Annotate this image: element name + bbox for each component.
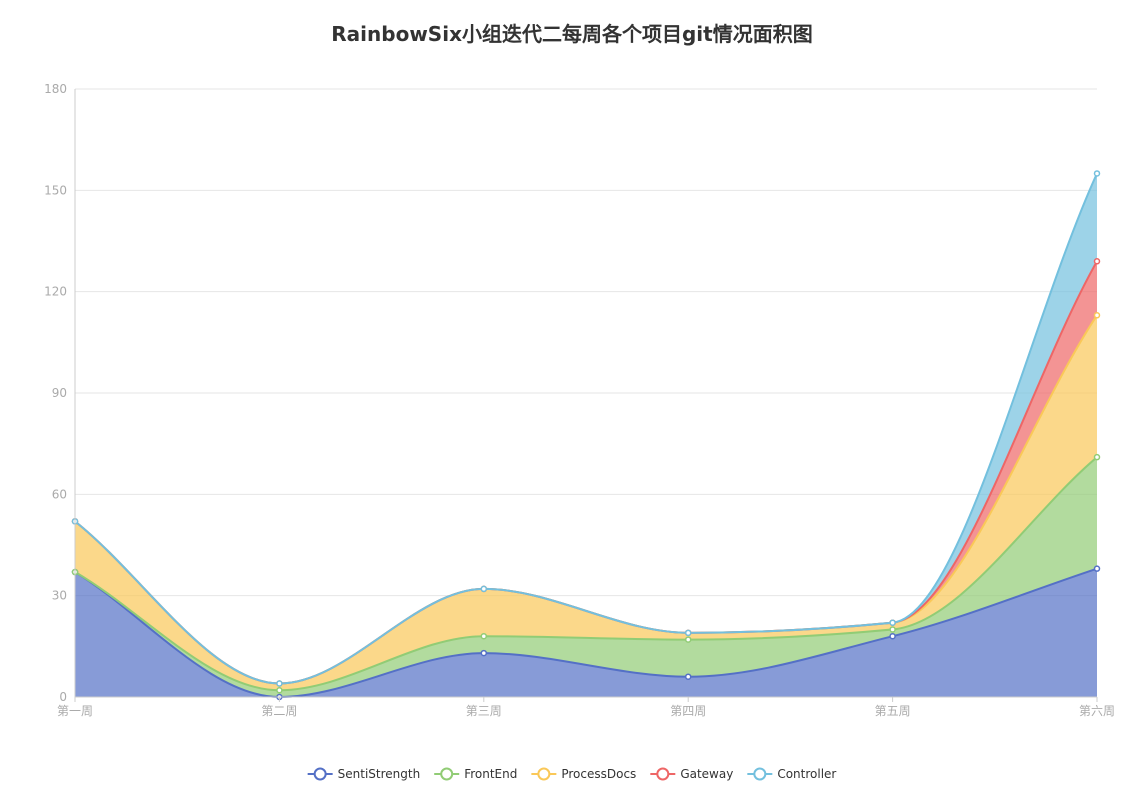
area-ProcessDocs bbox=[75, 315, 1097, 691]
legend-marker-icon bbox=[753, 767, 767, 781]
series-lines bbox=[74, 173, 1098, 699]
y-tick-label: 90 bbox=[52, 386, 67, 400]
x-tick-label: 第五周 bbox=[875, 704, 911, 718]
data-point-Controller[interactable] bbox=[684, 629, 692, 637]
line-SentiStrength bbox=[74, 567, 1098, 699]
legend-label: Gateway bbox=[680, 767, 733, 781]
y-tick-label: 120 bbox=[44, 285, 67, 299]
legend-label: ProcessDocs bbox=[561, 767, 636, 781]
data-point-SentiStrength[interactable] bbox=[1093, 565, 1101, 572]
area-FrontEnd bbox=[75, 457, 1097, 697]
y-tick-label: 0 bbox=[59, 690, 67, 704]
data-point-FrontEnd[interactable] bbox=[889, 626, 896, 633]
data-point-SentiStrength[interactable] bbox=[684, 673, 692, 680]
data-point-FrontEnd[interactable] bbox=[684, 636, 692, 643]
legend[interactable]: SentiStrength FrontEnd ProcessDocs Gateway C… bbox=[307, 767, 837, 781]
y-tick-label: 30 bbox=[52, 589, 67, 603]
data-point-Controller[interactable] bbox=[276, 680, 283, 687]
legend-item-Gateway[interactable]: Gateway bbox=[650, 767, 733, 781]
area-series bbox=[75, 173, 1097, 697]
data-point-Controller[interactable] bbox=[1093, 170, 1101, 177]
x-tick-label: 第三周 bbox=[466, 704, 502, 718]
x-tick-label: 第四周 bbox=[670, 704, 706, 718]
legend-item-ProcessDocs[interactable]: ProcessDocs bbox=[531, 767, 636, 781]
legend-item-Controller[interactable]: Controller bbox=[747, 767, 836, 781]
data-point-SentiStrength[interactable] bbox=[889, 632, 896, 640]
data-point-Controller[interactable] bbox=[480, 585, 488, 593]
x-tick-label: 第六周 bbox=[1079, 704, 1115, 718]
chart-title: RainbowSix小组迭代二每周各个项目git情况面积图 bbox=[331, 22, 813, 46]
y-tick-label: 180 bbox=[44, 82, 67, 96]
x-tick-label: 第一周 bbox=[57, 704, 93, 718]
data-point-FrontEnd[interactable] bbox=[480, 632, 488, 640]
x-tick-label: 第二周 bbox=[261, 704, 297, 718]
y-tick-label: 60 bbox=[52, 487, 67, 501]
data-point-Controller[interactable] bbox=[889, 619, 896, 626]
axes: 0 30 60 90 120 150 180 第一周 第二周 第三周 第四周 第五周 第六周 bbox=[44, 82, 1115, 718]
data-points bbox=[71, 170, 1101, 701]
line-FrontEnd bbox=[74, 456, 1098, 692]
legend-marker-icon bbox=[537, 767, 551, 781]
data-point-FrontEnd[interactable] bbox=[1093, 453, 1101, 461]
legend-label: FrontEnd bbox=[464, 767, 517, 781]
legend-label: Controller bbox=[777, 767, 836, 781]
data-point-SentiStrength[interactable] bbox=[480, 649, 488, 657]
grid-lines bbox=[75, 88, 1097, 597]
data-point-Gateway[interactable] bbox=[1093, 258, 1101, 265]
legend-marker-icon bbox=[656, 767, 670, 781]
legend-item-SentiStrength[interactable]: SentiStrength bbox=[307, 767, 421, 781]
y-tick-label: 150 bbox=[44, 183, 67, 197]
legend-item-FrontEnd[interactable]: FrontEnd bbox=[434, 767, 517, 781]
line-Controller bbox=[74, 173, 1098, 685]
legend-label: SentiStrength bbox=[338, 767, 421, 781]
data-point-ProcessDocs[interactable] bbox=[1093, 312, 1101, 319]
legend-marker-icon bbox=[313, 767, 327, 781]
area-SentiStrength bbox=[75, 568, 1097, 697]
data-point-FrontEnd[interactable] bbox=[276, 686, 283, 694]
legend-marker-icon bbox=[440, 767, 454, 781]
